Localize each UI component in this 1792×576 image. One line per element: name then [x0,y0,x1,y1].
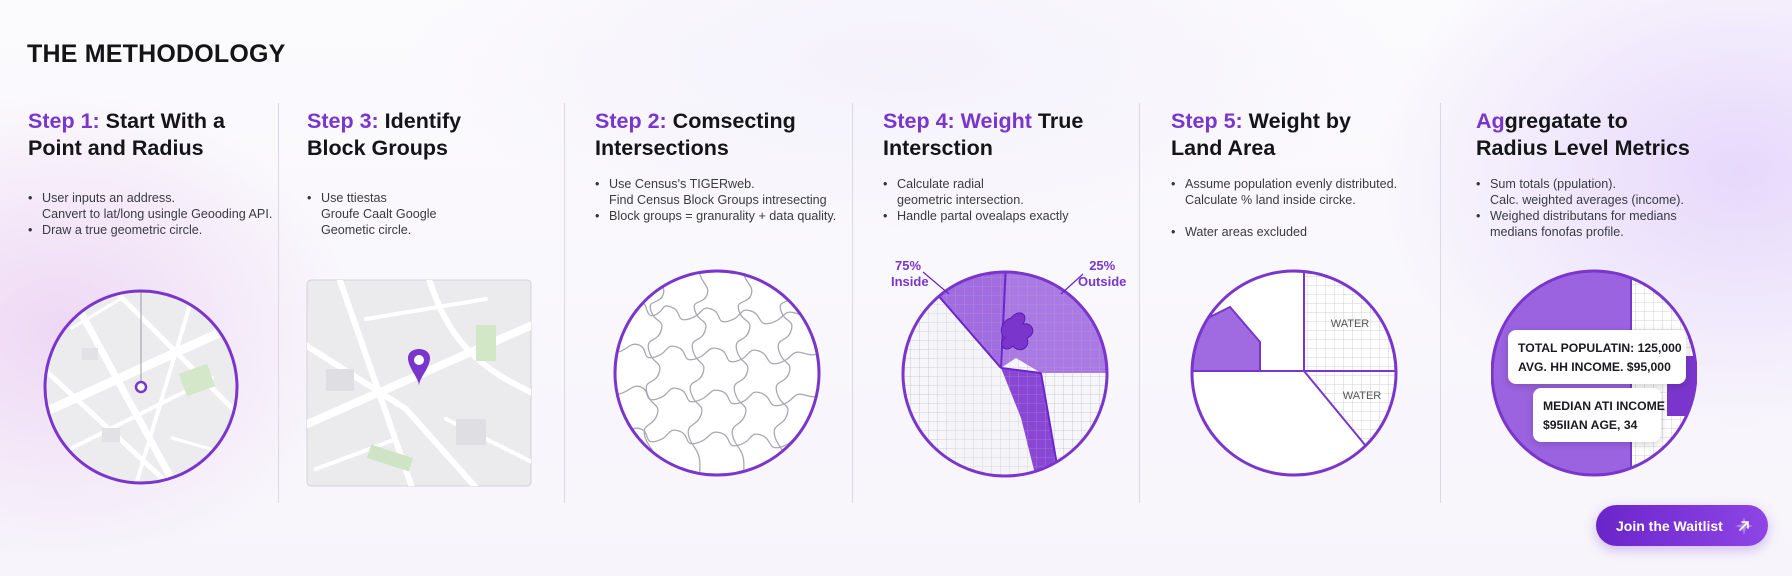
bullet-item: Assume population evenly distributed. [1171,176,1446,192]
step-card-3: Step 2: Comsecting Intersections Use Cen… [595,100,883,500]
bullet-item: Calc. weighted averages (income). [1490,193,1684,207]
step-title: Aggregatate to Radius Level Metrics [1476,108,1746,162]
step-card-6: Aggregatate to Radius Level Metrics Sum … [1476,100,1764,500]
step-title-text: Comsecting [666,109,796,133]
bullet-item: Draw a true geometric circle. [28,222,303,238]
step-title: Step 2: Comsecting Intersections [595,108,865,162]
map-tile-visual [306,279,532,487]
bullet-item: Geometic circle. [321,223,412,237]
total-population-value: TOTAL POPULATIN: 125,000 [1518,341,1682,355]
bullet-item: Find Census Block Groups intresecting [609,193,827,207]
bullet-item: User inputs an address. [28,190,303,206]
step-title: Step 1: Start With a Point and Radius [28,108,298,162]
pointer-line-icon [922,271,950,295]
bullet-item: Calculate radial [883,176,1158,192]
location-pin-icon [408,349,430,386]
join-waitlist-label: Join the Waitlist [1616,517,1723,534]
column-divider [852,103,853,503]
step-number: Step 2: [595,109,667,133]
step-card-2: Step 3: Identify Block Groups Use ttiest… [306,100,595,500]
puzzle-circle-visual [613,269,821,477]
bullet-item: Block groups = granurality + data qualit… [595,208,870,224]
join-waitlist-button[interactable]: Join the Waitlist [1596,505,1768,546]
step-card-4: Step 4: Weight True Intersction Calculat… [883,100,1171,500]
column-divider [1440,103,1441,503]
column-divider [278,103,279,503]
bullet-item: Use Census's TIGERweb. [595,176,870,192]
step-number: Step 4: Weight [883,109,1032,133]
pointer-line-icon [1060,273,1084,295]
step-card-1: Step 1: Start With a Point and Radius Us… [28,100,316,500]
bullet-item: Handle partal ovealaps exactly [883,208,1158,224]
step-title: Step 5: Weight by Land Area [1171,108,1441,162]
metrics-card-totals: TOTAL POPULATIN: 125,000 AVG. HH INCOME.… [1508,330,1686,384]
page-title: THE METHODOLOGY [27,40,286,68]
median-age-value: $95IIAN AGE, 34 [1543,418,1638,432]
avg-income-value: AVG. HH INCOME. $95,000 [1518,360,1671,374]
bullet-item: Calculate % land inside circke. [1185,193,1356,207]
step-bullets: Use Census's TIGERweb. Find Census Block… [595,176,870,224]
bullet-item: geometric intersection. [897,193,1024,207]
median-income-label: MEDIAN ATI INCOME [1543,399,1665,413]
step-number: Step 3: [307,109,379,133]
step-title-line2: Point and Radius [28,136,204,160]
bullet-item: Weighed distributans for medians [1476,208,1751,224]
outside-label: 25% Outside [1078,258,1127,289]
step-bullets: Assume population evenly distributed. Ca… [1171,176,1446,240]
step-title-text: True [1031,109,1084,133]
step-title-line2: Radius Level Metrics [1476,136,1690,160]
land-area-circle-visual: WATER WATER [1190,269,1398,477]
step-bullets: Calculate radial geometric intersection.… [883,176,1158,224]
step-title-text: gregatate to [1504,109,1628,133]
step-title-line2: Intersections [595,136,729,160]
bullet-item: Use ttiestas [307,190,582,206]
center-point-icon [134,380,148,394]
puzzle-piece-icon [1000,312,1034,351]
step-title-text: Weight by [1242,109,1351,133]
step-title-line2: Intersction [883,136,993,160]
column-divider [564,103,565,503]
puzzle-icon [615,271,819,475]
bullet-item: Canvert to lat/long usingle Geooding API… [42,207,273,221]
bullet-item: Water areas excluded [1171,224,1446,240]
step-bullets: Use ttiestas Groufe Caalt Google Geometi… [307,190,582,238]
step-title-text: Start With a [99,109,225,133]
water-label: WATER [1331,318,1370,330]
step-title-line2: Land Area [1171,136,1276,160]
step-bullets: Sum totals (ppulation). Calc. weighted a… [1476,176,1751,240]
step-number: Step 1: [28,109,100,133]
arrow-up-right-icon [1735,517,1753,535]
step-number: Ag [1476,109,1505,133]
step-title: Step 4: Weight True Intersction [883,108,1153,162]
step-title-text: Identify [378,109,462,133]
metrics-card-medians: MEDIAN ATI INCOME $95IIAN AGE, 34 [1533,388,1665,442]
overlap-circle-visual [901,270,1109,478]
column-divider [1139,103,1140,503]
step-bullets: User inputs an address. Canvert to lat/l… [28,190,303,238]
bullet-item: Sum totals (ppulation). [1476,176,1751,192]
map-circle-visual [43,289,239,485]
bullet-item: medians fonofas profile. [1490,225,1624,239]
inside-label: 75% Inside [891,258,929,289]
step-number: Step 5: [1171,109,1243,133]
water-label: WATER [1343,390,1382,402]
step-card-5: Step 5: Weight by Land Area Assume popul… [1171,100,1459,500]
step-title-line2: Block Groups [307,136,448,160]
step-title: Step 3: Identify Block Groups [307,108,577,162]
bullet-item: Groufe Caalt Google [321,207,437,221]
